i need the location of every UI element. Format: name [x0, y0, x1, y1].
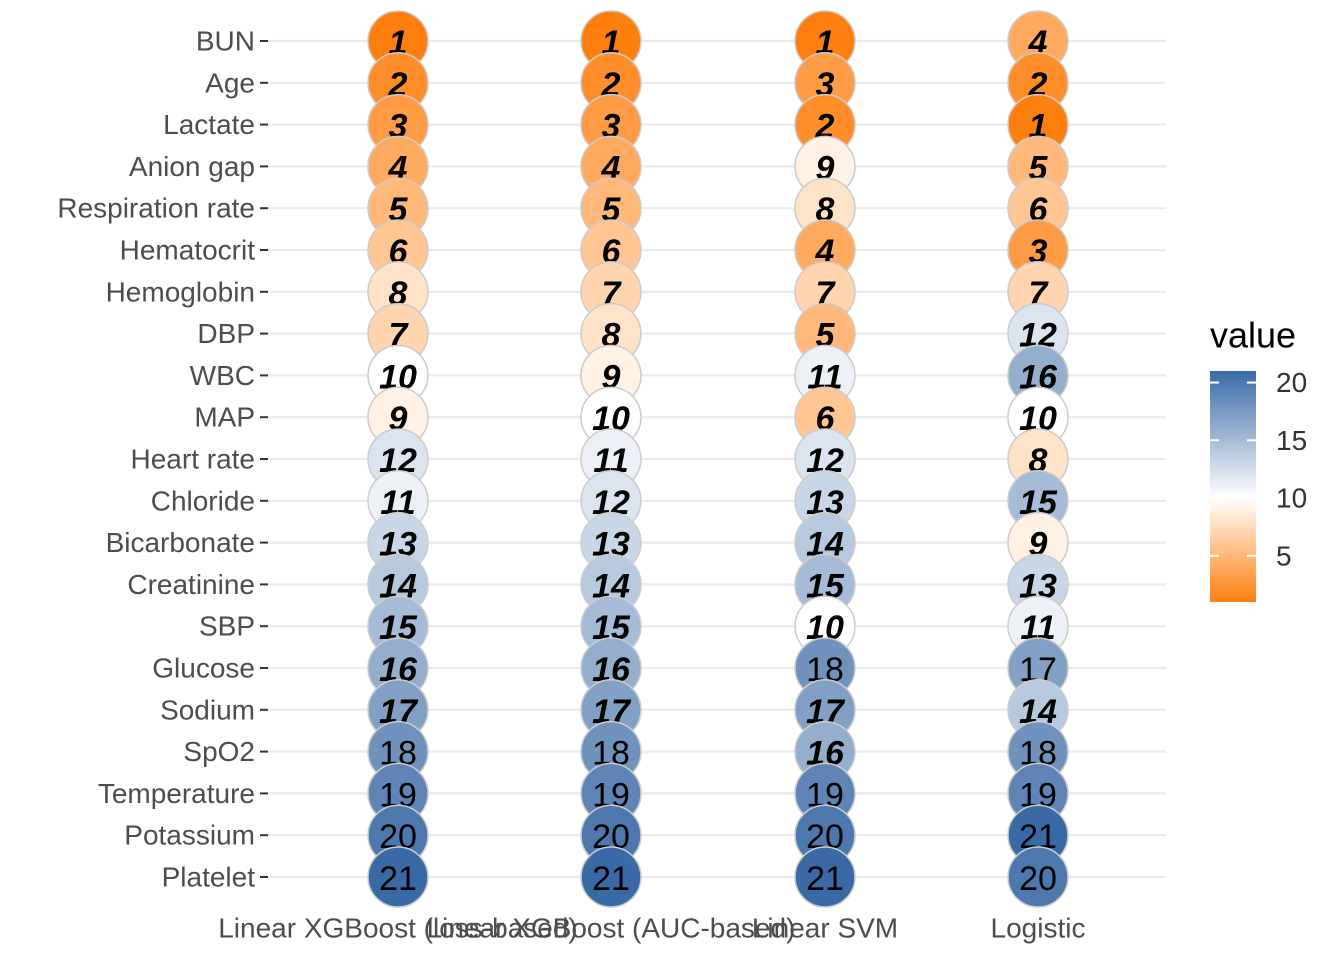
- y-tick-label-glucose: Glucose: [152, 653, 255, 684]
- y-tick-label-bicarbonate: Bicarbonate: [106, 527, 255, 558]
- y-tick-label-sodium: Sodium: [160, 694, 255, 725]
- y-tick-label-age: Age: [205, 67, 255, 98]
- value-label-platelet-linear-svm: 21: [806, 860, 844, 898]
- legend-tick-label-10: 10: [1276, 483, 1307, 514]
- y-tick-label-potassium: Potassium: [124, 820, 255, 851]
- y-tick-label-platelet: Platelet: [162, 862, 256, 893]
- x-tick-label-linear-xgboost-auc-based: Linear XGBoost (AUC-based): [427, 913, 796, 944]
- y-tick-label-bun: BUN: [196, 26, 255, 57]
- y-tick-label-hematocrit: Hematocrit: [120, 235, 256, 266]
- legend-tick-label-15: 15: [1276, 425, 1307, 456]
- x-tick-label-linear-xgboost-loss-based: Linear XGBoost (loss-based): [218, 913, 578, 944]
- y-tick-label-chloride: Chloride: [151, 485, 255, 516]
- x-tick-label-linear-svm: Linear SVM: [752, 913, 898, 944]
- legend-tick-label-5: 5: [1276, 540, 1292, 571]
- y-tick-label-respiration-rate: Respiration rate: [57, 193, 255, 224]
- y-tick-label-wbc: WBC: [190, 360, 255, 391]
- value-label-platelet-linear-xgboost-auc-based: 21: [592, 860, 630, 898]
- y-axis: BUN Age Lactate Anion gap Respiration rate He…: [57, 26, 268, 893]
- y-tick-label-dbp: DBP: [197, 318, 255, 349]
- legend-colorbar: [1210, 371, 1256, 602]
- legend-tick-label-20: 20: [1276, 367, 1307, 398]
- circle-platelet-linear-svm: [794, 846, 856, 908]
- y-tick-label-heart-rate: Heart rate: [131, 444, 256, 475]
- y-tick-label-spo2: SpO2: [183, 736, 255, 767]
- y-tick-label-anion-gap: Anion gap: [129, 151, 255, 182]
- y-tick-label-lactate: Lactate: [163, 109, 255, 140]
- y-tick-label-sbp: SBP: [199, 611, 255, 642]
- y-tick-label-hemoglobin: Hemoglobin: [106, 276, 255, 307]
- x-axis: Linear XGBoost (loss-based)Linear XGBoos…: [218, 913, 1085, 944]
- x-tick-label-logistic: Logistic: [991, 913, 1086, 944]
- legend: value 5 10 15 20: [1210, 315, 1307, 602]
- y-tick-label-temperature: Temperature: [98, 778, 255, 809]
- value-label-platelet-logistic: 20: [1019, 860, 1057, 898]
- circle-platelet-logistic: [1007, 846, 1069, 908]
- y-tick-label-creatinine: Creatinine: [127, 569, 255, 600]
- legend-title: value: [1210, 315, 1296, 356]
- circle-platelet-linear-xgboost-auc-based: [580, 846, 642, 908]
- value-label-platelet-linear-xgboost-loss-based: 21: [379, 860, 417, 898]
- y-tick-label-map: MAP: [194, 402, 255, 433]
- circle-platelet-linear-xgboost-loss-based: [367, 846, 429, 908]
